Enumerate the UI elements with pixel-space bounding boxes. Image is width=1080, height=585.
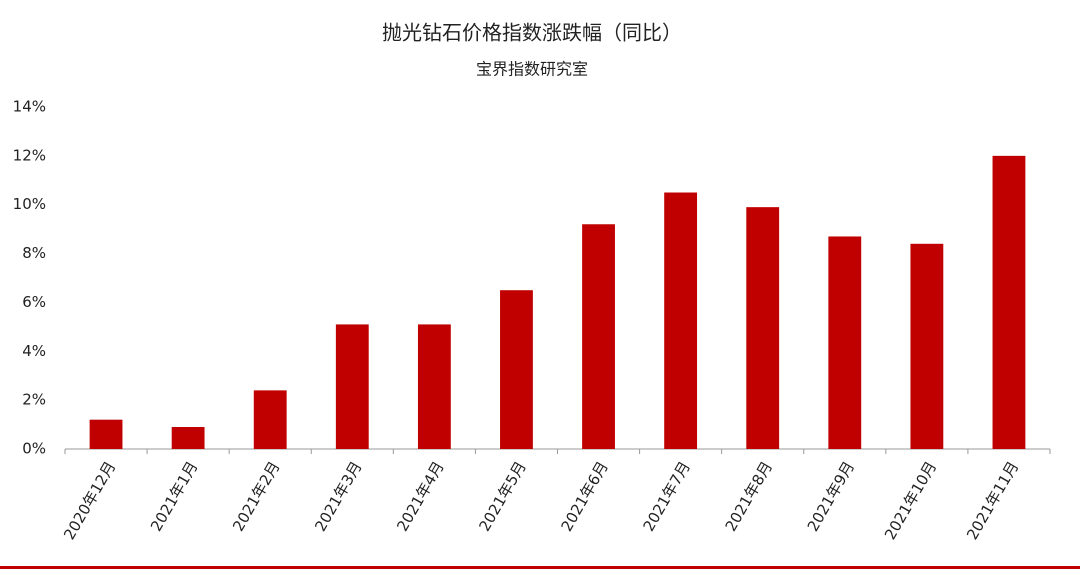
bar [89,419,123,449]
y-tick-label: 14% [13,98,46,116]
x-tick-label: 2021年6月 [557,458,611,534]
bar [335,324,369,449]
y-tick-label: 4% [22,342,46,360]
y-tick-label: 10% [13,195,46,213]
bar [664,192,698,449]
y-tick-label: 12% [13,146,46,164]
bar [253,390,287,449]
x-tick-label: 2020年12月 [60,458,119,543]
chart-title: 抛光钻石价格指数涨跌幅（同比） [382,21,682,45]
bar [582,224,615,449]
bar [828,236,862,449]
bar [746,207,780,449]
x-tick-label: 2021年3月 [311,458,365,534]
x-tick-label: 2021年2月 [229,458,283,534]
bar [500,290,533,449]
footer-rule [0,566,1080,569]
x-tick-label: 2021年9月 [804,458,858,534]
chart-subtitle: 宝界指数研究室 [476,60,588,79]
y-tick-label: 8% [22,244,46,262]
x-tick-label: 2021年7月 [640,458,694,534]
x-tick-label: 2021年5月 [475,458,529,534]
x-tick-label: 2021年4月 [393,458,447,534]
x-tick-label: 2021年11月 [963,458,1022,543]
x-tick-label: 2021年10月 [881,458,940,543]
y-tick-label: 2% [22,391,46,409]
bar [910,243,944,449]
x-tick-label: 2021年1月 [147,458,201,534]
bar [417,324,451,449]
bar [992,155,1026,449]
bar [171,427,205,449]
x-tick-label: 2021年8月 [722,458,776,534]
y-tick-label: 6% [22,293,46,311]
y-tick-label: 0% [22,440,46,458]
